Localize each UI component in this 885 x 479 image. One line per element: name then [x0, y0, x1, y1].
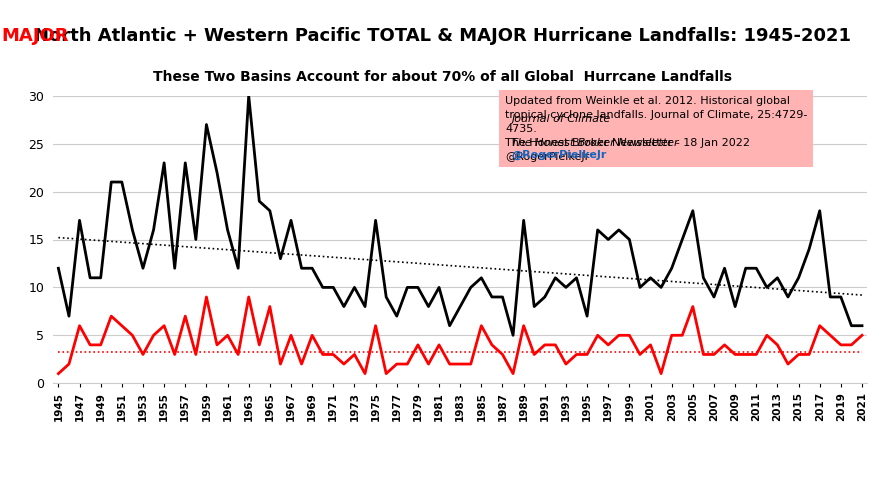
Text: MAJOR: MAJOR [2, 27, 69, 45]
Text: The Honest Broker Newsletter: The Honest Broker Newsletter [511, 138, 679, 148]
Text: North Atlantic + Western Pacific TOTAL & MAJOR Hurricane Landfalls: 1945-2021: North Atlantic + Western Pacific TOTAL &… [34, 27, 851, 45]
Text: Updated from Weinkle et al. 2012. Historical global
tropical cyclone landfalls. : Updated from Weinkle et al. 2012. Histor… [505, 96, 807, 162]
Text: Journal of Climate: Journal of Climate [512, 114, 612, 124]
Text: @RogerPielkeJr: @RogerPielkeJr [511, 150, 606, 160]
Text: These Two Basins Account for about 70% of all Global  Hurrcane Landfalls: These Two Basins Account for about 70% o… [153, 70, 732, 84]
